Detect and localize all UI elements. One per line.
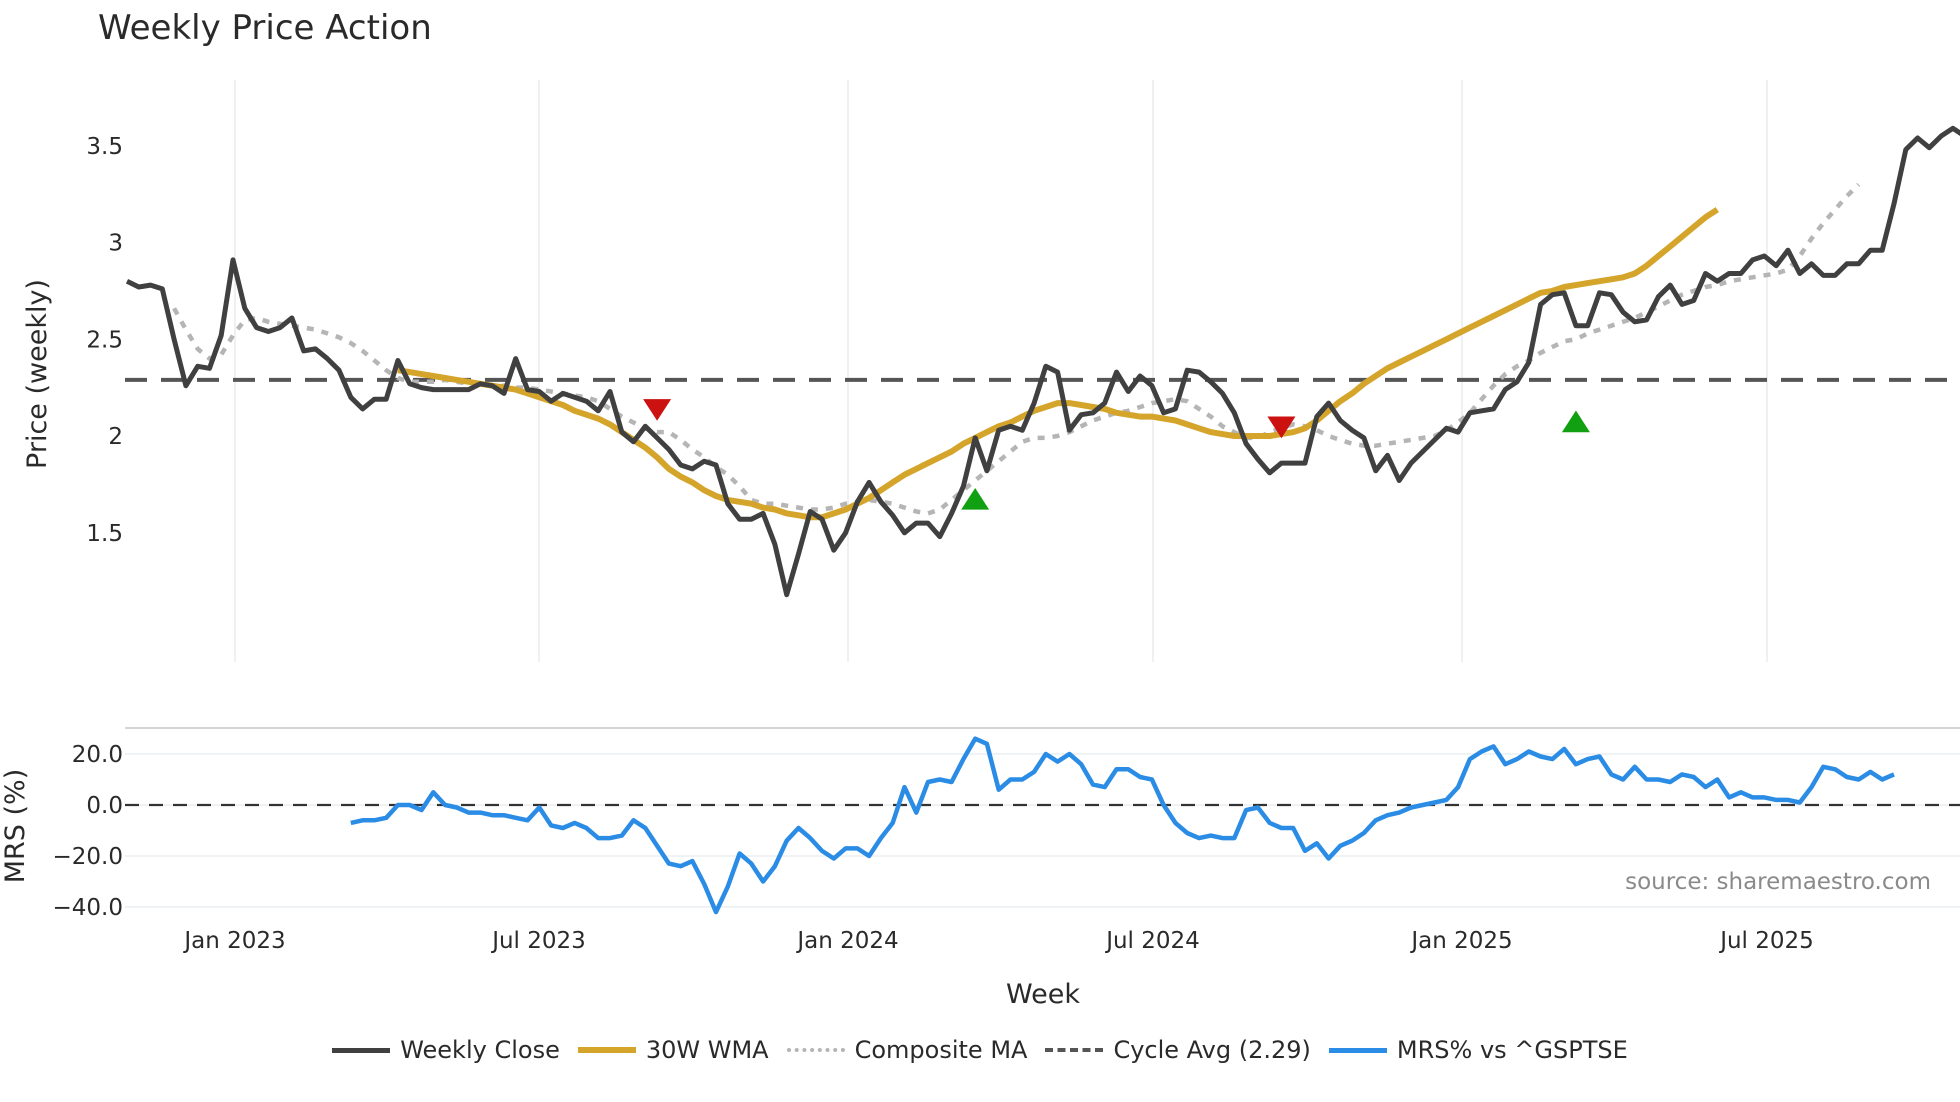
sell-signal-icon — [1267, 416, 1296, 439]
chart-canvas: 1.5 2 2.5 3 3.5 20.0 0.0 −20.0 −40.0 Jan 2023 Ju… — [0, 80, 1960, 1010]
weekly-close-line — [125, 125, 1960, 598]
price-y-tick: 3.5 — [86, 134, 123, 160]
legend: Weekly Close 30W WMA Composite MA Cycle Avg… — [0, 1036, 1960, 1064]
x-tick: Jul 2023 — [490, 928, 586, 954]
legend-label: MRS% vs ^GSPTSE — [1396, 1036, 1628, 1064]
price-y-ticks: 1.5 2 2.5 3 3.5 — [86, 134, 123, 547]
gridlines — [125, 80, 1960, 908]
legend-label: Weekly Close — [400, 1036, 560, 1064]
x-axis-label: Week — [1006, 979, 1080, 1010]
legend-swatch-icon — [577, 1047, 636, 1053]
legend-label: Cycle Avg (2.29) — [1113, 1036, 1311, 1064]
legend-swatch-icon — [332, 1047, 391, 1053]
mrs-y-axis-label: MRS (%) — [0, 769, 31, 884]
source-note: source: sharemaestro.com — [1625, 869, 1931, 895]
legend-item[interactable]: MRS% vs ^GSPTSE — [1328, 1036, 1628, 1064]
legend-item[interactable]: Cycle Avg (2.29) — [1045, 1036, 1311, 1064]
legend-label: 30W WMA — [645, 1036, 769, 1064]
legend-swatch-icon — [1328, 1047, 1387, 1053]
mrs-line — [350, 736, 1895, 915]
x-ticks: Jan 2023 Jul 2023 Jan 2024 Jul 2024 Jan 2025… — [182, 928, 1813, 954]
composite-ma-line — [172, 182, 1861, 516]
x-tick: Jul 2024 — [1104, 928, 1200, 954]
price-y-tick: 3 — [108, 231, 123, 257]
30w-wma-line — [397, 207, 1719, 521]
price-y-tick: 1.5 — [86, 521, 123, 547]
legend-label: Composite MA — [854, 1036, 1028, 1064]
sell-signal-icon — [643, 399, 672, 421]
signal-markers — [643, 399, 1590, 510]
legend-item[interactable]: Weekly Close — [332, 1036, 560, 1064]
x-tick: Jan 2023 — [182, 928, 285, 954]
legend-swatch-icon — [1045, 1048, 1104, 1052]
x-tick: Jan 2024 — [795, 928, 898, 954]
price-y-tick: 2.5 — [86, 327, 123, 353]
x-tick: Jul 2025 — [1718, 928, 1814, 954]
legend-swatch-icon — [786, 1048, 845, 1052]
mrs-y-ticks: 20.0 0.0 −20.0 −40.0 — [53, 742, 123, 921]
series-layer — [125, 125, 1960, 915]
price-y-axis-label: Price (weekly) — [22, 279, 53, 469]
legend-item[interactable]: 30W WMA — [577, 1036, 769, 1064]
buy-signal-icon — [961, 487, 990, 510]
buy-signal-icon — [1561, 410, 1590, 433]
mrs-y-tick: 20.0 — [72, 742, 123, 768]
price-y-tick: 2 — [108, 424, 123, 450]
mrs-y-tick: −20.0 — [53, 844, 123, 870]
legend-item[interactable]: Composite MA — [786, 1036, 1028, 1064]
chart-title: Weekly Price Action — [98, 8, 432, 48]
mrs-y-tick: 0.0 — [86, 793, 123, 819]
x-tick: Jan 2025 — [1409, 928, 1512, 954]
mrs-y-tick: −40.0 — [53, 895, 123, 921]
